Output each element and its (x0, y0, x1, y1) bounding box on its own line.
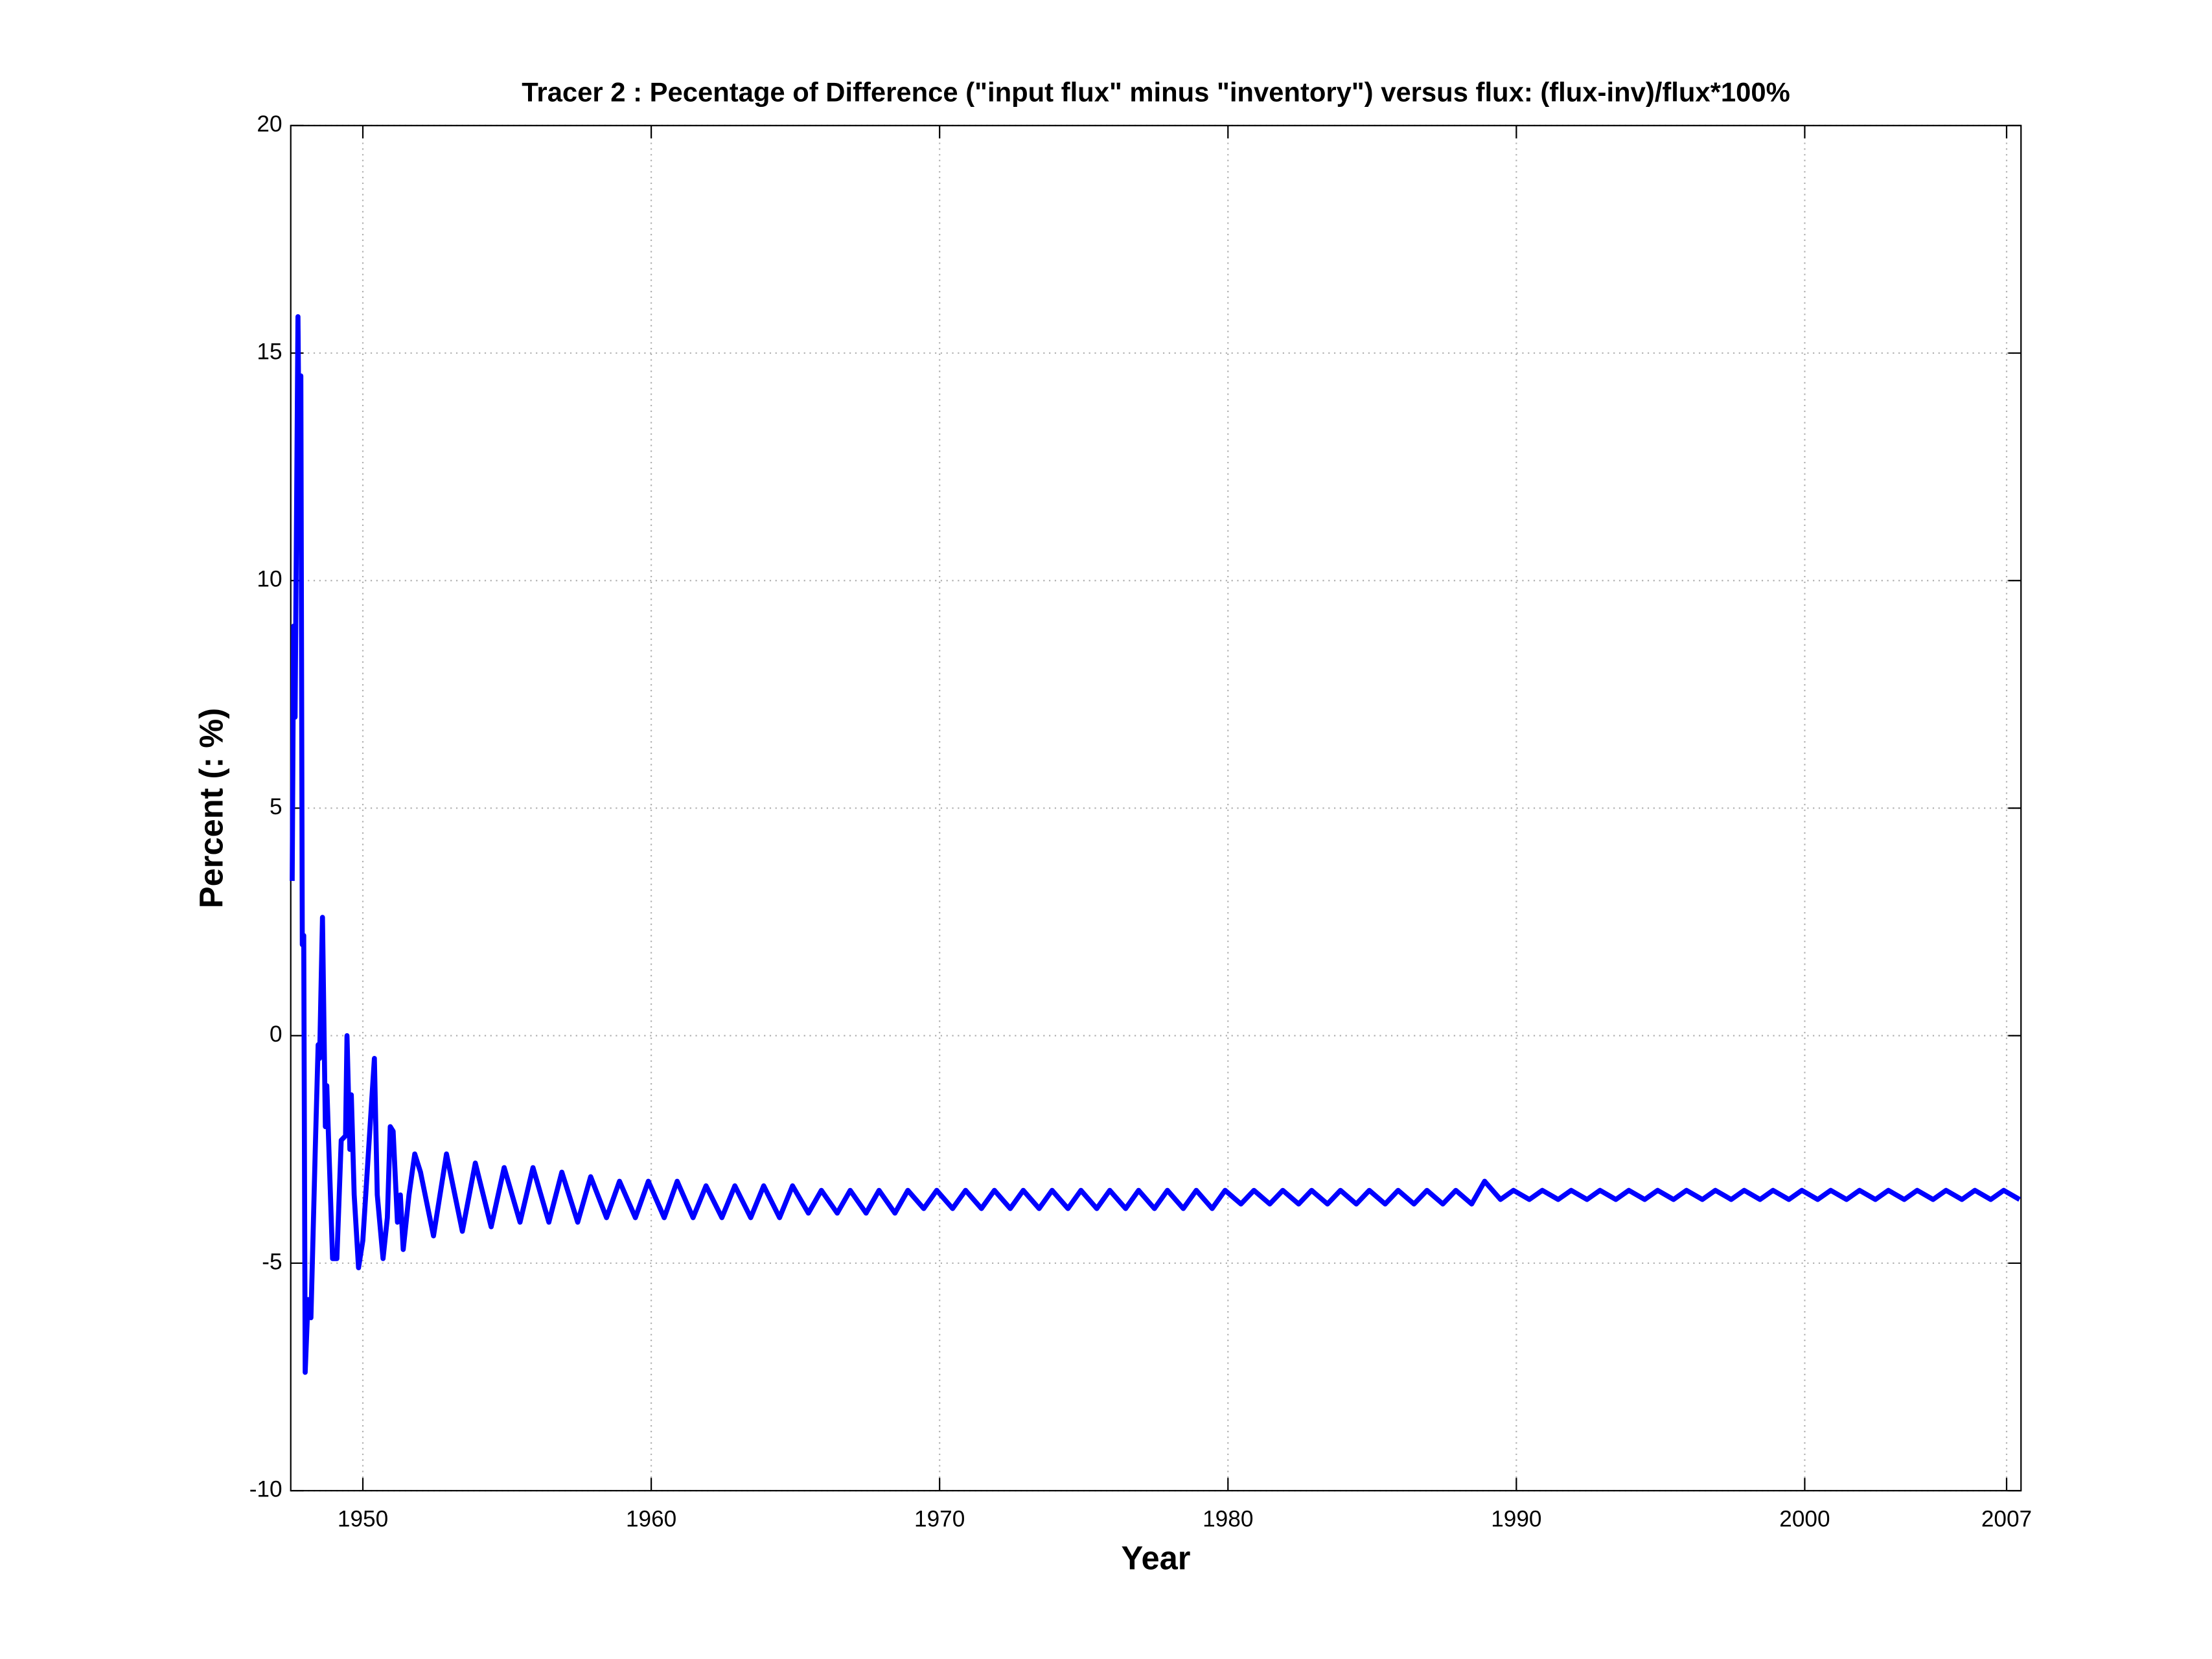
x-tick-label: 2007 (1981, 1507, 2032, 1532)
data-line (290, 314, 2021, 1375)
y-tick-label: 10 (257, 567, 282, 592)
x-tick-label: 1980 (1203, 1507, 1253, 1532)
y-tick-label: 0 (270, 1022, 282, 1047)
y-axis-label: Percent (: %) (192, 708, 229, 908)
y-tick-label: 20 (257, 111, 282, 137)
y-tick-label: 15 (257, 339, 282, 364)
x-tick-label: 1960 (626, 1507, 676, 1532)
x-axis-label: Year (1122, 1539, 1191, 1576)
x-tick-label: 1950 (338, 1507, 388, 1532)
x-tick-label: 1970 (914, 1507, 965, 1532)
x-tick-label: 2000 (1779, 1507, 1830, 1532)
chart-title: Tracer 2 : Pecentage of Difference ("inp… (522, 76, 1790, 107)
x-tick-label: 1990 (1491, 1507, 1541, 1532)
y-tick-label: -5 (262, 1249, 282, 1274)
y-tick-label: -10 (249, 1476, 282, 1502)
y-tick-label: 5 (270, 794, 282, 819)
